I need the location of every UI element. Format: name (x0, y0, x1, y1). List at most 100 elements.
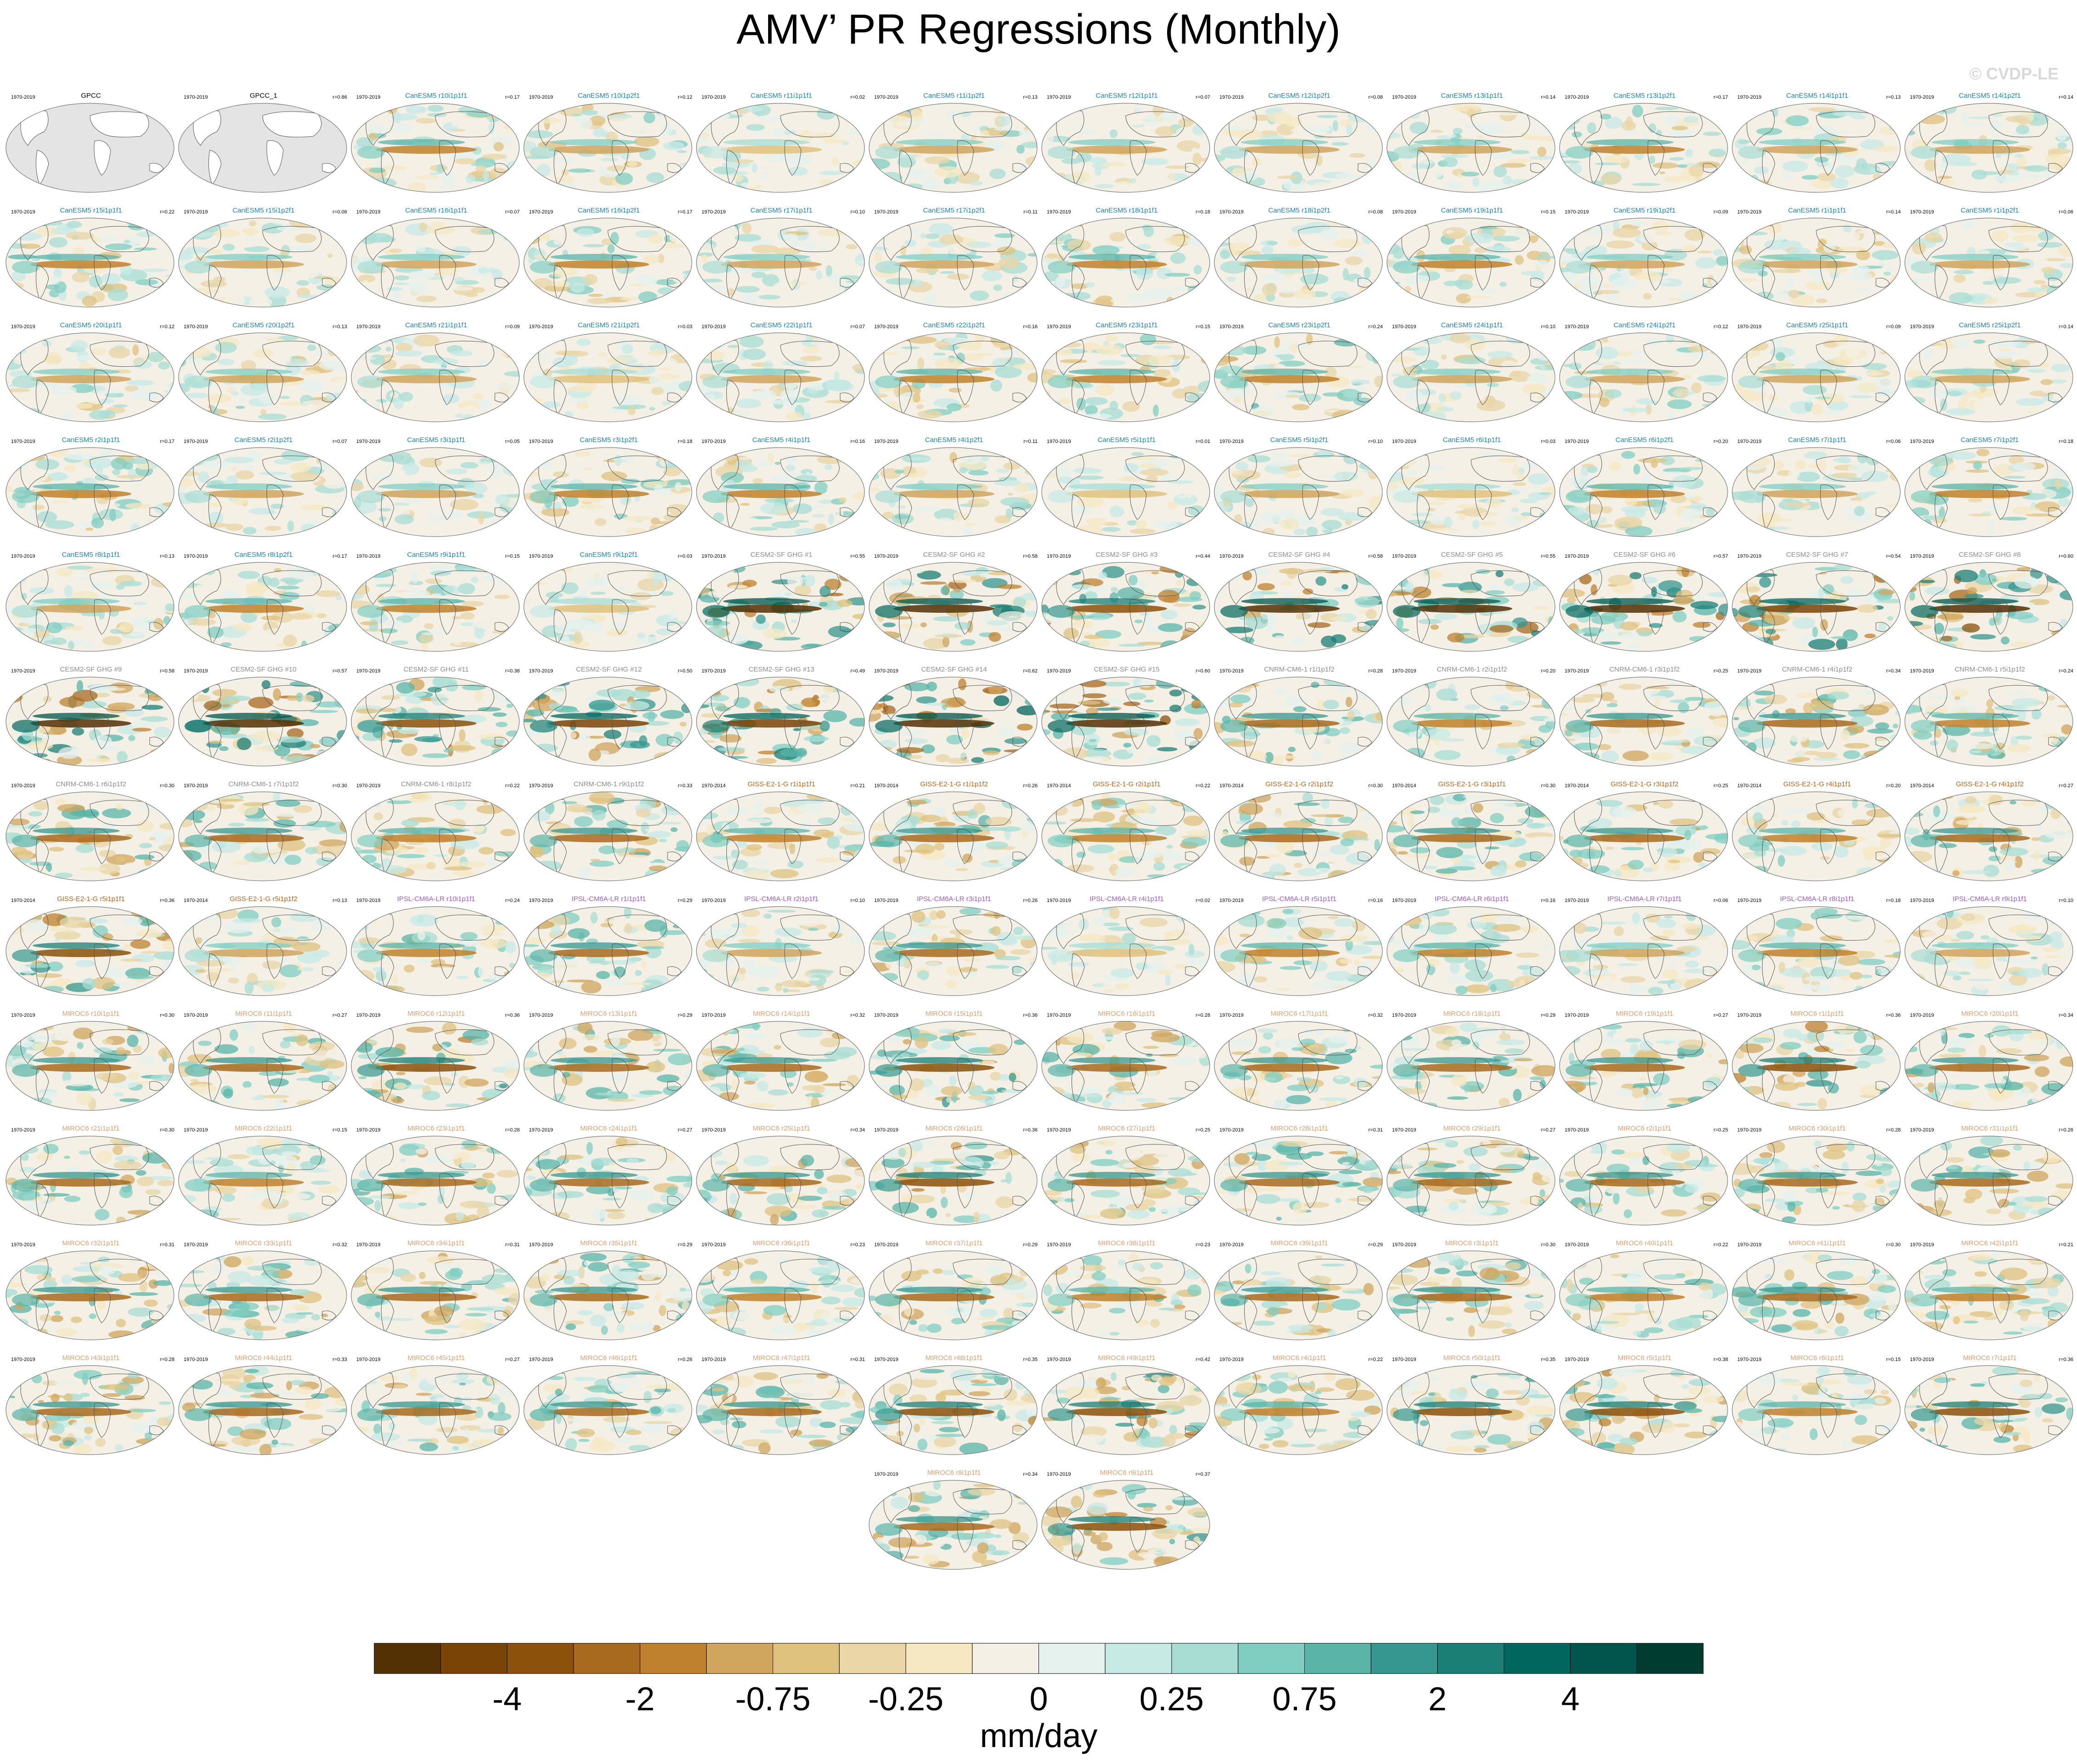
map-panel: 1970-2019 IPSL-CM6A-LR r3i1p1f1 r=0.26 (868, 895, 1040, 1010)
panel-title: IPSL-CM6A-LR r7i1p1f1 (1607, 895, 1682, 903)
panel-correlation: r=0.31 (850, 1357, 865, 1362)
panel-period: 1970-2019 (356, 898, 381, 903)
map-globe (523, 218, 692, 308)
panel-title: MIROC6 r42i1p1f1 (1961, 1239, 2019, 1247)
panel-correlation: r=0.25 (1713, 668, 1729, 674)
colorbar-tick-label: 2 (1428, 1681, 1447, 1718)
map-globe (1214, 1250, 1383, 1340)
panel-period: 1970-2019 (356, 439, 381, 444)
panel-title: CanESM5 r21i1p2f1 (578, 321, 640, 329)
panel-title: CanESM5 r25i1p1f1 (1786, 321, 1848, 329)
map-panel: 1970-2019 CESM2-SF GHG #13 r=0.49 (695, 666, 868, 780)
panel-correlation: r=0.57 (332, 668, 348, 674)
map-globe (523, 447, 692, 537)
map-panel: 1970-2019 MIROC6 r18i1p1f1 r=0.29 (1386, 1010, 1558, 1125)
colorbar-tick-label: -2 (625, 1681, 655, 1718)
panel-correlation: r=0.29 (1368, 1242, 1383, 1248)
panel-title: GISS-E2-1-G r1i1p1f1 (747, 780, 815, 788)
map-panel: 1970-2014 GISS-E2-1-G r1i1p1f2 r=0.26 (868, 780, 1040, 895)
map-globe (869, 791, 1038, 881)
map-globe (696, 332, 865, 422)
map-globe (523, 906, 692, 996)
map-panel: 1970-2019 IPSL-CM6A-LR r9i1p1f1 r=0.10 (1903, 895, 2076, 1010)
map-panel: 1970-2019 IPSL-CM6A-LR r8i1p1f1 r=0.18 (1731, 895, 1903, 1010)
panel-title: CanESM5 r10i1p2f1 (578, 92, 640, 100)
colorbar-tick-label: -4 (492, 1681, 522, 1718)
map-globe (178, 447, 347, 537)
map-panel: 1970-2019 CanESM5 r9i1p2f1 r=0.03 (522, 551, 695, 666)
panel-title: CNRM-CM6-1 r8i1p1f2 (401, 780, 472, 788)
panel-correlation: r=0.58 (160, 668, 175, 674)
map-globe (6, 677, 174, 767)
panel-period: 1970-2019 (1392, 1013, 1416, 1018)
panel-correlation: r=0.31 (160, 1242, 175, 1248)
panel-correlation: r=0.22 (1196, 783, 1211, 789)
panel-title: MIROC6 r21i1p1f1 (62, 1125, 120, 1132)
map-globe (178, 1021, 347, 1111)
panel-period: 1970-2019 (529, 1127, 553, 1133)
panel-period: 1970-2019 (1047, 554, 1071, 559)
map-globe (1559, 791, 1728, 881)
panel-correlation: r=0.10 (1541, 324, 1556, 330)
panel-period: 1970-2014 (702, 783, 726, 789)
map-panel: 1970-2019 MIROC6 r40i1p1f1 r=0.22 (1558, 1239, 1731, 1354)
map-globe (1904, 103, 2073, 193)
panel-period: 1970-2019 (874, 1013, 898, 1018)
map-panel: 1970-2019 CNRM-CM6-1 r7i1p1f2 r=0.30 (177, 780, 350, 895)
panel-period: 1970-2019 (1219, 95, 1244, 100)
panel-correlation: r=0.31 (1368, 1127, 1383, 1133)
panel-correlation: r=0.34 (850, 1127, 865, 1133)
panel-correlation: r=0.24 (1368, 324, 1383, 330)
panel-title: CNRM-CM6-1 r5i1p1f2 (1954, 666, 2025, 673)
map-globe (696, 1250, 865, 1340)
panel-period: 1970-2019 (1392, 95, 1416, 100)
map-panel: 1970-2019 CanESM5 r24i1p2f1 r=0.12 (1558, 321, 1731, 436)
panel-correlation: r=0.21 (850, 783, 865, 789)
map-panel: 1970-2019 CanESM5 r20i1p1f1 r=0.12 (5, 321, 177, 436)
panel-correlation: r=0.09 (1713, 209, 1729, 215)
panel-title: CanESM5 r14i1p2f1 (1959, 92, 2021, 100)
map-globe (696, 677, 865, 767)
map-globe (351, 218, 520, 308)
panel-correlation: r=0.38 (505, 668, 520, 674)
panel-period: 1970-2019 (11, 1013, 35, 1018)
panel-period: 1970-2019 (1047, 324, 1071, 330)
panel-period: 1970-2019 (184, 783, 208, 789)
panel-title: CESM2-SF GHG #15 (1094, 666, 1160, 673)
panel-title: MIROC6 r39i1p1f1 (1270, 1239, 1328, 1247)
map-panel: 1970-2019 MIROC6 r34i1p1f1 r=0.31 (350, 1239, 522, 1354)
map-panel: 1970-2019 CanESM5 r2i1p1f1 r=0.17 (5, 436, 177, 551)
map-panel: 1970-2019 CanESM5 r7i1p2f1 r=0.18 (1903, 436, 2076, 551)
map-globe (1904, 1021, 2073, 1111)
panel-period: 1970-2019 (1910, 95, 1934, 100)
panel-title: IPSL-CM6A-LR r1i1p1f1 (572, 895, 646, 903)
panel-title: GPCC_1 (249, 92, 278, 100)
panel-correlation: r=0.30 (160, 1013, 175, 1018)
map-globe (1387, 1136, 1555, 1226)
panel-correlation: r=0.07 (332, 439, 348, 444)
map-panel: 1970-2019 CESM2-SF GHG #8 r=0.60 (1903, 551, 2076, 666)
map-panel: 1970-2019 CanESM5 r17i1p1f1 r=0.10 (695, 207, 868, 321)
panel-title: IPSL-CM6A-LR r8i1p1f1 (1780, 895, 1854, 903)
panel-title: CESM2-SF GHG #8 (1959, 551, 2021, 559)
panel-period: 1970-2019 (1392, 1242, 1416, 1248)
panel-correlation: r=0.02 (850, 95, 865, 100)
panel-period: 1970-2019 (702, 898, 726, 903)
panel-title: MIROC6 r25i1p1f1 (752, 1125, 810, 1132)
panel-period: 1970-2019 (1219, 1357, 1244, 1362)
panel-correlation: r=0.32 (332, 1242, 348, 1248)
map-panel: 1970-2019 CanESM5 r9i1p1f1 r=0.15 (350, 551, 522, 666)
panel-period: 1970-2019 (184, 1242, 208, 1248)
map-globe (869, 1136, 1038, 1226)
panel-period: 1970-2019 (184, 1013, 208, 1018)
panel-correlation: r=0.60 (1196, 668, 1211, 674)
panel-period: 1970-2019 (1565, 324, 1589, 330)
panel-period: 1970-2019 (1910, 209, 1934, 215)
map-globe (1214, 1365, 1383, 1455)
panel-title: CanESM5 r12i1p1f1 (1095, 92, 1158, 100)
panel-title: GISS-E2-1-G r4i1p1f1 (1783, 780, 1851, 788)
panel-correlation: r=0.21 (2059, 1242, 2074, 1248)
panel-correlation: r=0.30 (332, 783, 348, 789)
panel-correlation: r=0.13 (1023, 95, 1038, 100)
map-panel: 1970-2019 MIROC6 r25i1p1f1 r=0.34 (695, 1125, 868, 1239)
